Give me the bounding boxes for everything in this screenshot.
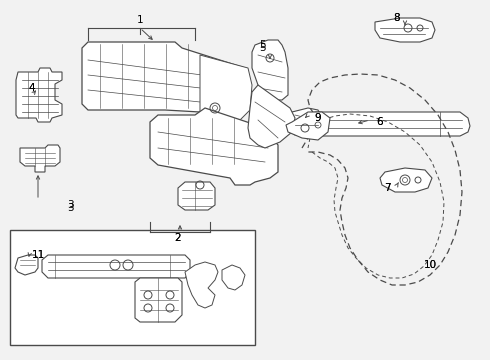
Text: 11: 11 <box>31 250 45 260</box>
Text: 5: 5 <box>259 43 265 53</box>
Polygon shape <box>135 278 182 322</box>
Polygon shape <box>248 85 295 148</box>
Text: 3: 3 <box>67 200 74 210</box>
Text: 7: 7 <box>384 183 391 193</box>
Text: 11: 11 <box>31 250 45 260</box>
Polygon shape <box>15 255 38 275</box>
Text: 6: 6 <box>377 117 383 127</box>
Polygon shape <box>282 108 322 135</box>
Polygon shape <box>200 55 252 122</box>
Text: 1: 1 <box>137 15 143 25</box>
Text: 8: 8 <box>393 13 400 23</box>
Polygon shape <box>20 145 60 172</box>
Text: 7: 7 <box>384 183 391 193</box>
Text: 9: 9 <box>315 113 321 123</box>
Text: 3: 3 <box>67 203 74 213</box>
Polygon shape <box>375 18 435 42</box>
Polygon shape <box>306 112 470 136</box>
Text: 8: 8 <box>393 13 400 23</box>
Polygon shape <box>16 68 62 122</box>
Text: 5: 5 <box>259 40 265 50</box>
Text: 10: 10 <box>423 260 437 270</box>
Polygon shape <box>82 42 248 122</box>
Polygon shape <box>252 40 288 100</box>
Text: 6: 6 <box>377 117 383 127</box>
Text: 10: 10 <box>423 260 437 270</box>
Text: 2: 2 <box>175 233 181 243</box>
Polygon shape <box>150 108 278 185</box>
Polygon shape <box>286 112 330 140</box>
Bar <box>10 230 255 345</box>
Text: 9: 9 <box>315 113 321 123</box>
Polygon shape <box>178 182 215 210</box>
Text: 4: 4 <box>29 83 35 93</box>
Polygon shape <box>42 255 190 278</box>
Polygon shape <box>185 262 218 308</box>
Text: 4: 4 <box>29 83 35 93</box>
Polygon shape <box>222 265 245 290</box>
Polygon shape <box>380 168 432 192</box>
Text: 2: 2 <box>175 233 181 243</box>
